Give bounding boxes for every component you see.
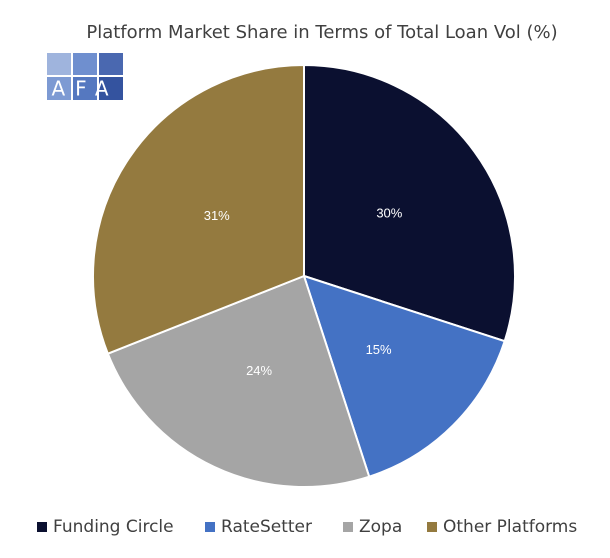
legend-label: RateSetter (221, 517, 312, 537)
logo-tile (47, 77, 71, 100)
data-label: 31% (204, 208, 230, 223)
legend-label: Zopa (359, 517, 402, 537)
chart-title: Platform Market Share in Terms of Total … (86, 22, 557, 43)
legend-label: Funding Circle (53, 517, 174, 537)
data-label: 24% (246, 363, 272, 378)
pie-slice (303, 63, 516, 343)
data-label: 15% (366, 342, 392, 357)
legend-swatch (205, 522, 215, 532)
logo-text: AFA (51, 77, 118, 101)
legend-label: Other Platforms (443, 517, 577, 537)
legend-swatch (427, 522, 437, 532)
logo-tile (99, 53, 123, 75)
data-label: 30% (376, 205, 402, 220)
legend-swatch (343, 522, 353, 532)
pie-slice (302, 274, 506, 478)
logo-tile (99, 77, 123, 100)
logo-tile (73, 77, 97, 100)
logo-tile (47, 53, 71, 75)
logo: AFA (47, 53, 123, 101)
pie-slice (92, 63, 305, 355)
legend-swatch (37, 522, 47, 532)
logo-tile (73, 53, 97, 75)
